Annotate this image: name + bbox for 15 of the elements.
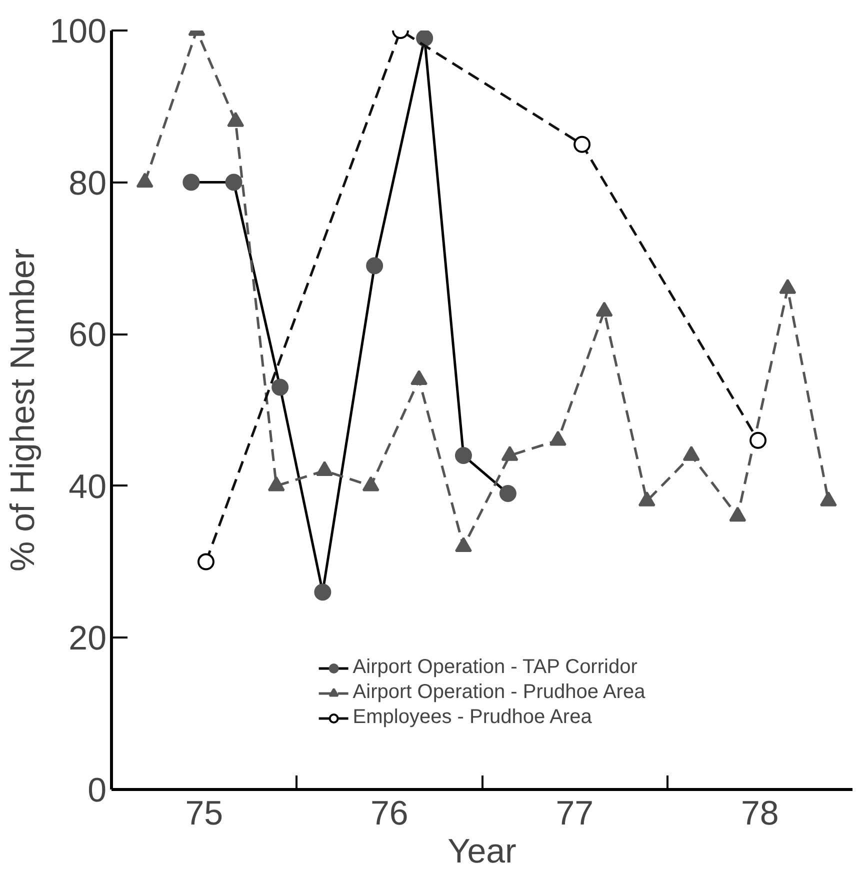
y-axis-title: % of Highest Number xyxy=(4,248,42,572)
x-axis-title: Year xyxy=(448,832,516,870)
y-tick-label: 60 xyxy=(68,316,107,354)
legend-label: Airport Operation - TAP Corridor xyxy=(352,656,638,679)
x-tick-label: 78 xyxy=(740,794,779,832)
legend-label: Airport Operation - Prudhoe Area xyxy=(352,681,646,704)
y-tick-label: 20 xyxy=(68,620,107,658)
y-tick-label: 40 xyxy=(68,468,107,506)
y-tick-label: 80 xyxy=(68,164,107,202)
y-tick-label: 0 xyxy=(88,772,107,810)
x-tick-label: 75 xyxy=(185,794,224,832)
x-tick-label: 76 xyxy=(370,794,408,832)
legend-label: Employees - Prudhoe Area xyxy=(352,706,592,729)
x-tick-label: 77 xyxy=(556,794,594,832)
y-tick-label: 100 xyxy=(50,12,107,50)
